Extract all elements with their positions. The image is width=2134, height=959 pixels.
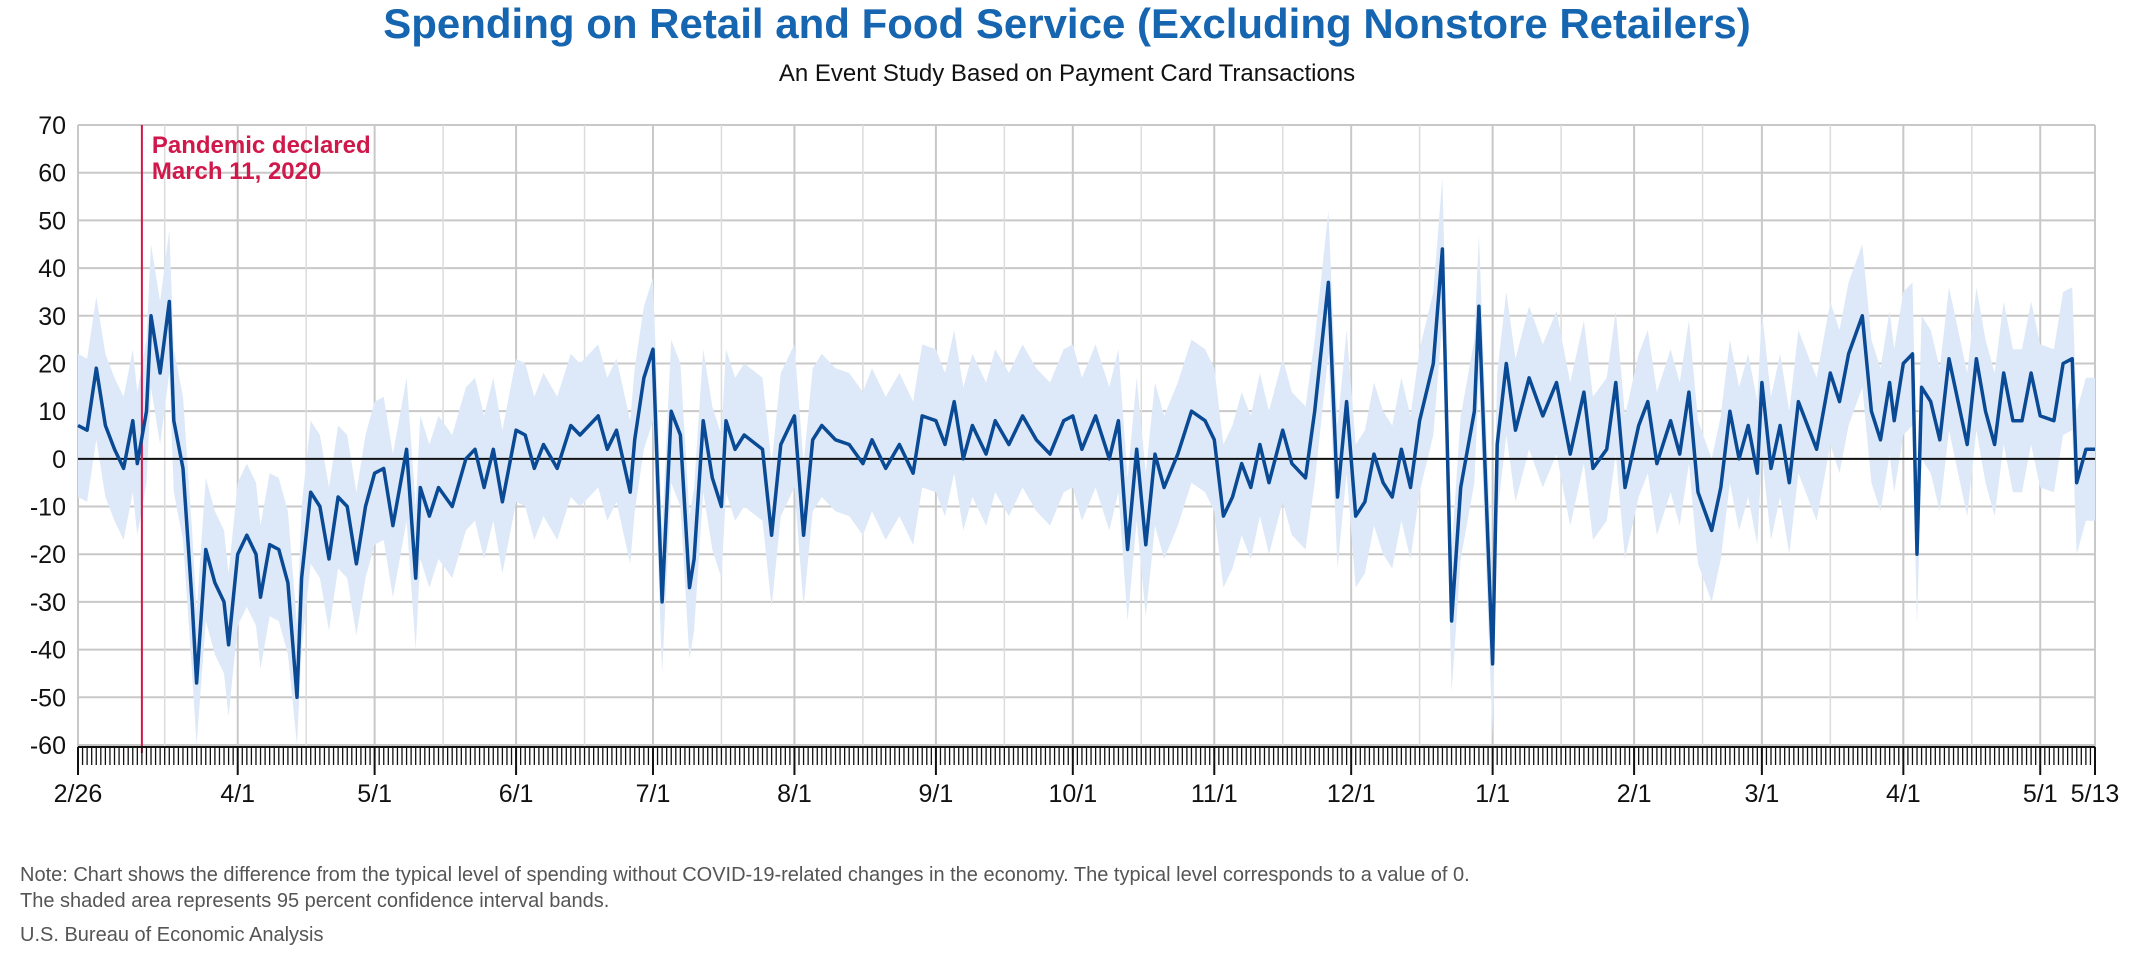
x-tick-label: 2/26 (54, 780, 103, 808)
y-tick-label: -40 (30, 637, 66, 665)
note-line-2: The shaded area represents 95 percent co… (20, 890, 610, 912)
chart-area: 70 60 50 40 30 20 10 0 -10 -20 -30 -40 -50 -60 Pandemi… (30, 112, 2120, 808)
chart-title: Spending on Retail and Food Service (Exc… (383, 0, 1751, 47)
x-tick-label: 6/1 (499, 780, 534, 808)
spending-line (77, 247, 2095, 700)
x-tick-label: 2/1 (1617, 780, 1652, 808)
y-tick-label: 40 (38, 255, 66, 283)
note-line-1: Note: Chart shows the difference from th… (20, 864, 1470, 886)
y-tick-label: 10 (38, 398, 66, 426)
source-credit: U.S. Bureau of Economic Analysis (20, 924, 324, 946)
annotation-label: Pandemic declared (152, 132, 371, 159)
x-tick-label: 5/1 (357, 780, 392, 808)
y-tick-label: 30 (38, 303, 66, 331)
x-tick-label: 4/1 (220, 780, 255, 808)
y-tick-label: 60 (38, 160, 66, 188)
x-tick-label: 12/1 (1327, 780, 1376, 808)
x-tick-label: 4/1 (1886, 780, 1921, 808)
y-tick-label: -50 (30, 684, 66, 712)
y-tick-label: -10 (30, 494, 66, 522)
x-tick-label: 9/1 (919, 780, 954, 808)
y-tick-label: 0 (52, 446, 66, 474)
x-tick-label: 3/1 (1744, 780, 1779, 808)
annotation-label: March 11, 2020 (152, 158, 321, 185)
x-tick-label: 7/1 (636, 780, 671, 808)
x-tick-label: 5/13 (2071, 780, 2120, 808)
x-tick-label: 8/1 (777, 780, 812, 808)
y-tick-label: 50 (38, 207, 66, 235)
x-tick-label: 10/1 (1048, 780, 1097, 808)
confidence-band (78, 177, 2095, 745)
y-tick-label: 70 (38, 112, 66, 140)
y-tick-label: -20 (30, 541, 66, 569)
x-tick-label: 5/1 (2023, 780, 2058, 808)
chart-subtitle: An Event Study Based on Payment Card Tra… (778, 60, 1356, 87)
x-tick-label: 1/1 (1475, 780, 1510, 808)
y-tick-label: -30 (30, 589, 66, 617)
y-tick-label: -60 (30, 732, 66, 760)
y-tick-label: 20 (38, 350, 66, 378)
chart-note: Note: Chart shows the difference from th… (20, 862, 1470, 914)
x-tick-label: 11/1 (1191, 780, 1238, 808)
